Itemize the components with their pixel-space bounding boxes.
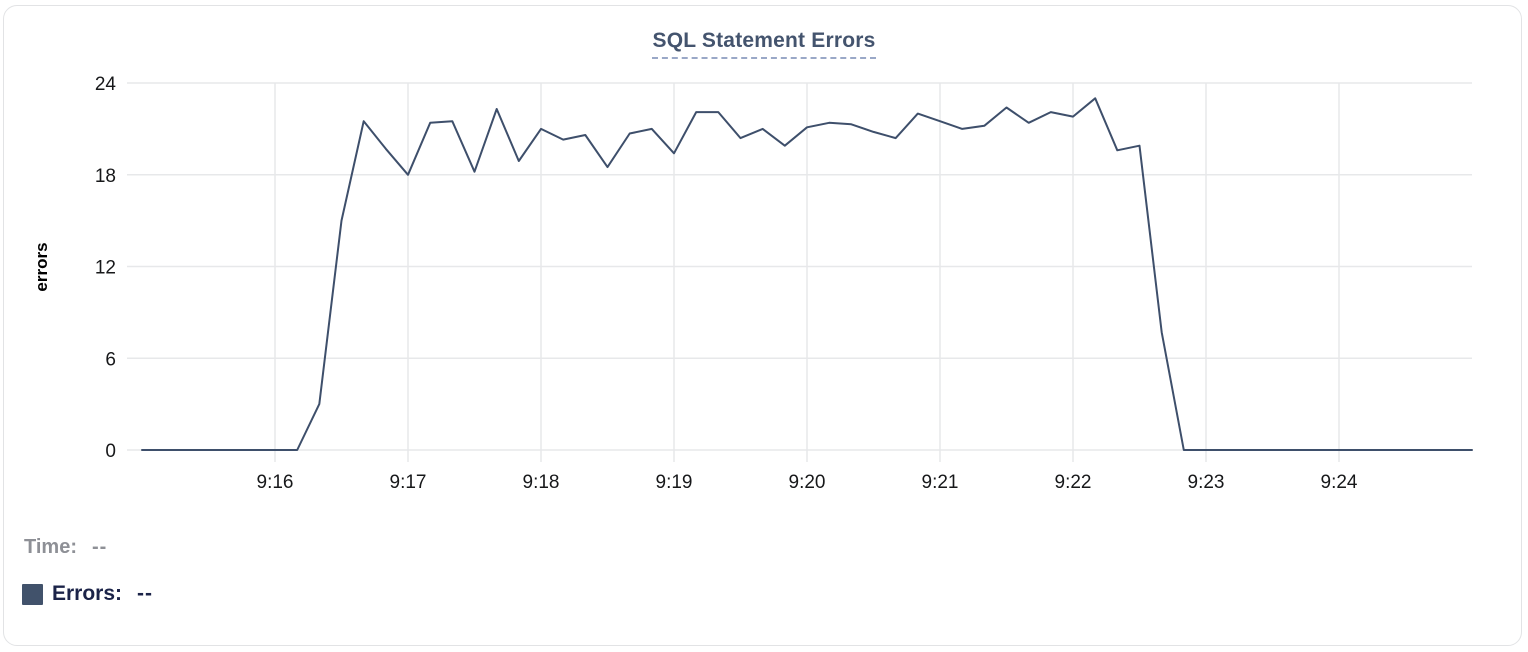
x-tick-label: 9:18 — [523, 472, 560, 493]
chart-header: SQL Statement Errors — [0, 29, 1528, 59]
x-tick-label: 9:21 — [922, 472, 959, 493]
y-tick-label: 0 — [105, 441, 116, 462]
errors-line-chart: 0 6 12 18 24 9:16 9:17 9:18 9:19 9:20 9:21 9:22 9:23… — [32, 74, 1473, 493]
x-tick-label: 9:19 — [656, 472, 693, 493]
tooltip-time-row: Time: -- — [24, 536, 107, 559]
x-tick-label: 9:20 — [789, 472, 826, 493]
y-tick-label: 24 — [95, 74, 117, 95]
tooltip-errors-value: -- — [137, 582, 154, 605]
errors-series-line — [141, 97, 1473, 451]
x-tick-label: 9:16 — [257, 472, 294, 493]
errors-series-swatch — [22, 583, 43, 605]
legend-item-errors[interactable]: Errors: -- — [22, 582, 153, 606]
x-tick-label: 9:23 — [1188, 472, 1225, 493]
legend-errors-label: Errors: — [52, 582, 123, 605]
chart-title[interactable]: SQL Statement Errors — [652, 29, 876, 59]
y-axis-title: errors — [32, 242, 51, 291]
tooltip-time-value: -- — [91, 536, 108, 558]
x-tick-label: 9:22 — [1055, 472, 1092, 493]
y-gridlines — [127, 82, 1472, 451]
x-tick-label: 9:17 — [390, 472, 427, 493]
y-tick-label: 12 — [95, 258, 116, 279]
y-tick-label: 6 — [105, 349, 116, 370]
y-tick-label: 18 — [95, 166, 116, 187]
tooltip-time-label: Time: — [24, 536, 77, 558]
chart-card — [3, 5, 1522, 646]
x-gridlines — [274, 83, 1340, 462]
y-tick-labels: 0 6 12 18 24 — [95, 74, 117, 462]
x-tick-label: 9:24 — [1321, 472, 1358, 493]
x-tick-labels: 9:16 9:17 9:18 9:19 9:20 9:21 9:22 9:23 9:24 — [257, 472, 1358, 493]
